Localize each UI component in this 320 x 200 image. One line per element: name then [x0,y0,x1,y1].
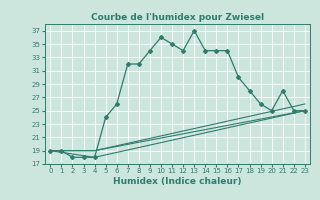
X-axis label: Humidex (Indice chaleur): Humidex (Indice chaleur) [113,177,242,186]
Title: Courbe de l'humidex pour Zwiesel: Courbe de l'humidex pour Zwiesel [91,13,264,22]
